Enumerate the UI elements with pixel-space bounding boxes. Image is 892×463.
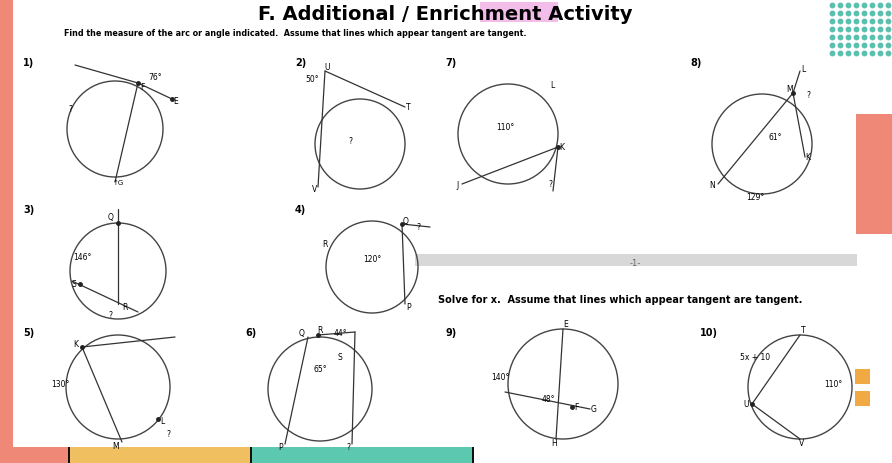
Text: 76°: 76° [148, 72, 161, 81]
Text: Q: Q [108, 213, 114, 222]
Bar [856, 115, 892, 234]
Text: M: M [112, 442, 120, 450]
Text: U: U [743, 400, 748, 409]
Text: ?: ? [108, 311, 112, 320]
Text: Solve for x.  Assume that lines which appear tangent are tangent.: Solve for x. Assume that lines which app… [438, 294, 802, 304]
Text: S: S [338, 353, 343, 362]
Text: E: E [564, 320, 568, 329]
Bar [0, 447, 68, 463]
Text: 9): 9) [445, 327, 456, 337]
Text: 2): 2) [295, 58, 306, 68]
Text: V: V [312, 185, 318, 194]
Text: 65°: 65° [313, 365, 326, 374]
Text: 130°: 130° [51, 380, 70, 388]
Bar [252, 447, 472, 463]
Text: P: P [407, 303, 411, 312]
Text: 1): 1) [23, 58, 34, 68]
Text: F: F [574, 403, 578, 412]
Text: 129°: 129° [746, 193, 764, 202]
Text: -1-: -1- [630, 259, 640, 268]
Text: K: K [73, 340, 78, 349]
Text: V: V [799, 438, 805, 448]
Text: Q: Q [299, 329, 305, 338]
Text: ?: ? [166, 430, 170, 438]
Bar [855, 369, 870, 384]
Text: H: H [551, 438, 557, 448]
Text: 50°: 50° [305, 75, 318, 84]
Text: 4): 4) [295, 205, 306, 214]
Text: K: K [559, 143, 565, 152]
Text: ?: ? [68, 105, 72, 114]
Bar [855, 391, 870, 406]
Text: 7): 7) [445, 58, 456, 68]
Text: 48°: 48° [541, 394, 555, 404]
Text: Q: Q [403, 217, 409, 226]
Text: L: L [160, 417, 164, 425]
Text: ?: ? [806, 90, 810, 99]
Text: T: T [406, 102, 410, 111]
Text: Find the measure of the arc or angle indicated.  Assume that lines which appear : Find the measure of the arc or angle ind… [63, 30, 526, 38]
Text: E: E [173, 97, 178, 106]
Text: 110°: 110° [496, 123, 514, 132]
Text: S: S [71, 280, 77, 289]
Text: 110°: 110° [824, 380, 842, 388]
Text: 10): 10) [700, 327, 718, 337]
Bar [250, 447, 252, 463]
Text: L: L [801, 64, 805, 73]
Text: 120°: 120° [363, 255, 381, 264]
Text: M: M [787, 85, 793, 94]
Bar [0, 0, 13, 463]
Text: F. Additional / Enrichment Activity: F. Additional / Enrichment Activity [258, 6, 632, 25]
Text: R: R [322, 240, 327, 249]
Bar [472, 447, 474, 463]
Text: L: L [549, 80, 554, 89]
Text: ?: ? [548, 180, 552, 189]
Bar [480, 3, 558, 23]
Text: U: U [325, 63, 330, 72]
Text: 8): 8) [690, 58, 701, 68]
Text: ?: ? [348, 137, 352, 146]
Text: R: R [122, 303, 128, 312]
Text: T: T [801, 326, 805, 335]
Text: N: N [709, 181, 714, 190]
Text: 5x + 10: 5x + 10 [740, 353, 770, 362]
Text: 5): 5) [23, 327, 34, 337]
Bar [70, 447, 250, 463]
Text: 61°: 61° [768, 133, 781, 142]
Bar [68, 447, 70, 463]
Text: K: K [805, 153, 811, 162]
Text: 6): 6) [245, 327, 256, 337]
Text: P: P [278, 443, 284, 451]
Text: 3): 3) [23, 205, 34, 214]
Text: 140°: 140° [491, 373, 509, 382]
Text: 146°: 146° [73, 253, 91, 262]
Text: ↑G: ↑G [112, 180, 124, 186]
Text: R: R [318, 326, 323, 335]
Text: 44°: 44° [334, 329, 347, 338]
Text: G: G [591, 405, 597, 413]
Text: F: F [140, 82, 145, 91]
Bar [415, 255, 857, 266]
Text: J: J [457, 181, 459, 190]
Text: ?: ? [346, 443, 350, 451]
Text: ?: ? [416, 223, 420, 232]
